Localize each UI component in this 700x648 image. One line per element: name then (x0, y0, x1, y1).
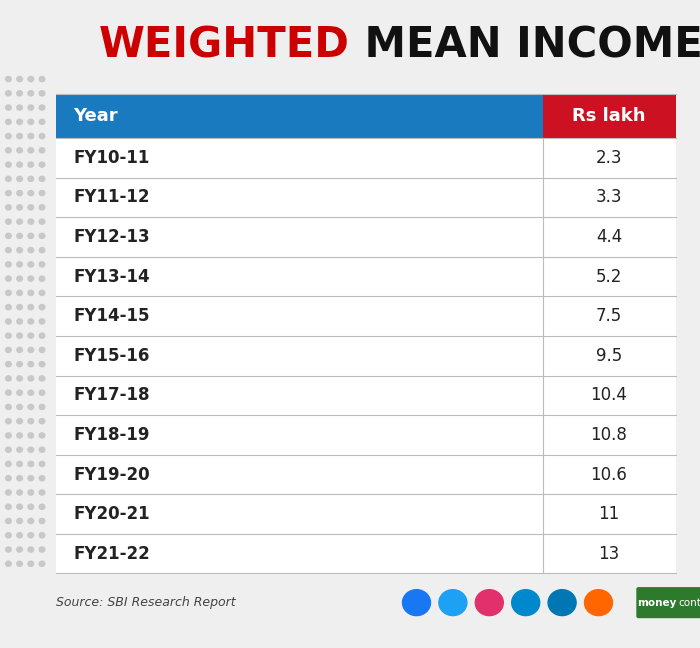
Text: FY11-12: FY11-12 (74, 189, 150, 207)
Text: 5.2: 5.2 (596, 268, 622, 286)
Text: 4.4: 4.4 (596, 228, 622, 246)
Text: 10.8: 10.8 (591, 426, 627, 444)
Text: FY12-13: FY12-13 (74, 228, 150, 246)
Text: 7.5: 7.5 (596, 307, 622, 325)
Text: 11: 11 (598, 505, 620, 523)
Text: FY18-19: FY18-19 (74, 426, 150, 444)
Text: MEAN INCOME: MEAN INCOME (350, 25, 700, 66)
Text: Rs lakh: Rs lakh (573, 107, 645, 125)
Text: FY20-21: FY20-21 (74, 505, 150, 523)
Text: 2.3: 2.3 (596, 149, 622, 167)
Text: control: control (678, 597, 700, 608)
Text: FY15-16: FY15-16 (74, 347, 150, 365)
Text: FY17-18: FY17-18 (74, 386, 150, 404)
Text: FY19-20: FY19-20 (74, 465, 150, 483)
Text: Source: SBI Research Report: Source: SBI Research Report (56, 596, 236, 609)
Text: Year: Year (74, 107, 118, 125)
Text: 13: 13 (598, 545, 620, 562)
Text: FY14-15: FY14-15 (74, 307, 150, 325)
Text: 10.4: 10.4 (591, 386, 627, 404)
Text: 3.3: 3.3 (596, 189, 622, 207)
Text: money: money (638, 597, 677, 608)
Text: FY21-22: FY21-22 (74, 545, 150, 562)
Text: FY10-11: FY10-11 (74, 149, 150, 167)
Text: WEIGHTED: WEIGHTED (99, 25, 350, 66)
Text: FY13-14: FY13-14 (74, 268, 150, 286)
Text: 10.6: 10.6 (591, 465, 627, 483)
Text: 9.5: 9.5 (596, 347, 622, 365)
